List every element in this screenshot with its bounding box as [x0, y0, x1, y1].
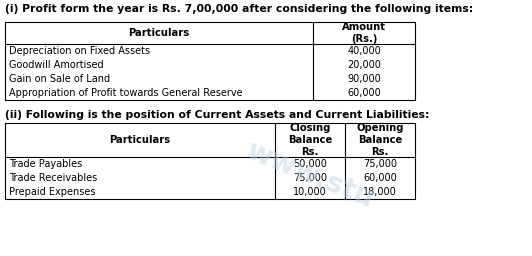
Text: Closing
Balance
Rs.: Closing Balance Rs.: [288, 123, 332, 157]
Text: www.stu: www.stu: [242, 137, 378, 213]
Text: 60,000: 60,000: [363, 173, 397, 183]
Text: Goodwill Amortised: Goodwill Amortised: [9, 60, 104, 70]
Text: Opening
Balance
Rs.: Opening Balance Rs.: [356, 123, 404, 157]
Text: (i) Profit form the year is Rs. 7,00,000 after considering the following items:: (i) Profit form the year is Rs. 7,00,000…: [5, 4, 473, 14]
Text: Appropriation of Profit towards General Reserve: Appropriation of Profit towards General …: [9, 88, 243, 98]
Text: Particulars: Particulars: [128, 28, 189, 38]
Text: Particulars: Particulars: [110, 135, 171, 145]
Text: 40,000: 40,000: [347, 46, 381, 56]
Text: Amount
(Rs.): Amount (Rs.): [342, 22, 386, 44]
Text: Gain on Sale of Land: Gain on Sale of Land: [9, 74, 110, 84]
Text: Trade Receivables: Trade Receivables: [9, 173, 97, 183]
Text: 90,000: 90,000: [347, 74, 381, 84]
Text: 20,000: 20,000: [347, 60, 381, 70]
Text: Trade Payables: Trade Payables: [9, 159, 82, 169]
Text: 18,000: 18,000: [363, 187, 397, 197]
Text: 60,000: 60,000: [347, 88, 381, 98]
Text: Depreciation on Fixed Assets: Depreciation on Fixed Assets: [9, 46, 150, 56]
Bar: [5, 123, 415, 199]
Bar: [5, 22, 415, 100]
Text: Prepaid Expenses: Prepaid Expenses: [9, 187, 96, 197]
Text: (ii) Following is the position of Current Assets and Current Liabilities:: (ii) Following is the position of Curren…: [5, 110, 429, 120]
Text: 75,000: 75,000: [293, 173, 327, 183]
Text: 10,000: 10,000: [293, 187, 327, 197]
Text: 75,000: 75,000: [363, 159, 397, 169]
Text: 50,000: 50,000: [293, 159, 327, 169]
